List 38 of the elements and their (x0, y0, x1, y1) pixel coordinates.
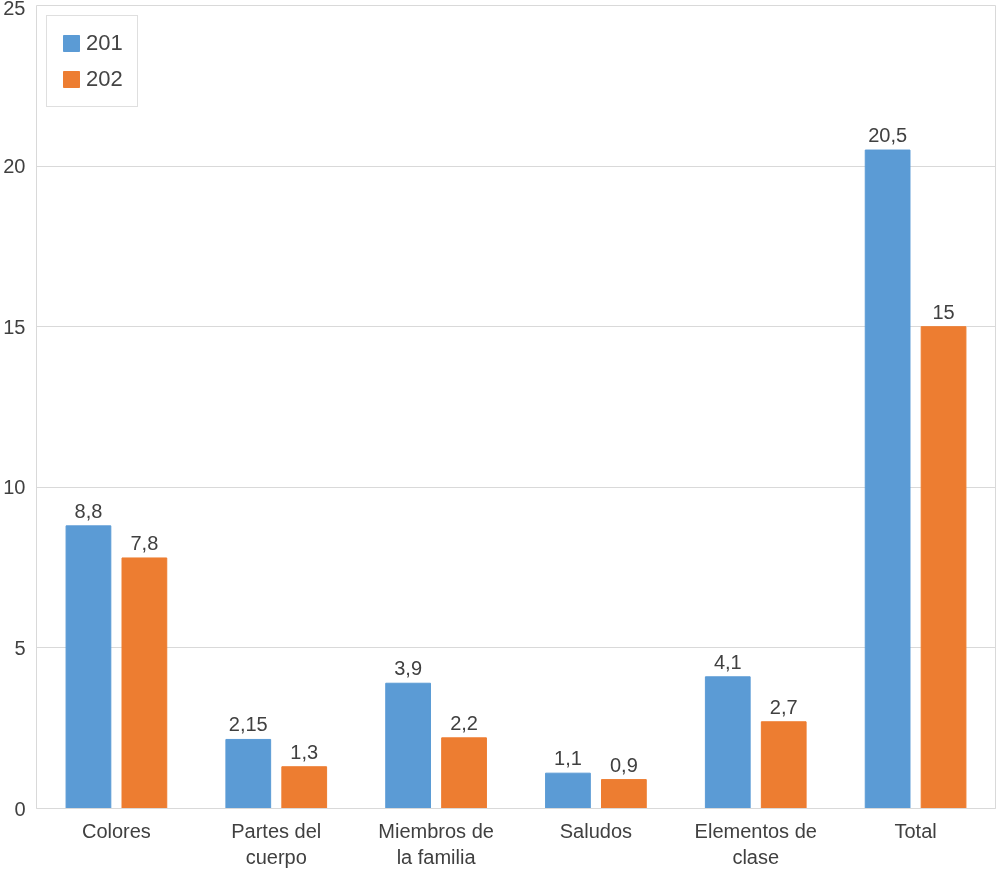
data-label: 20,5 (868, 124, 908, 147)
data-label: 1,3 (290, 740, 319, 763)
x-tick-label: Miembros de la familia (378, 819, 494, 868)
data-label: 0,9 (609, 753, 638, 776)
bar (704, 676, 751, 809)
bar (920, 326, 967, 809)
y-tick-label: 20 (3, 155, 26, 178)
x-tick-label: Elementos de clase (694, 819, 817, 868)
data-label: 4,1 (713, 650, 742, 673)
data-label: 2,7 (769, 695, 798, 718)
legend-label: 201 (86, 30, 123, 56)
bar (225, 738, 272, 809)
bar (545, 772, 591, 809)
y-tick-label: 0 (14, 797, 26, 820)
data-label: 3,9 (394, 657, 423, 680)
y-tick-label: 15 (3, 315, 26, 338)
bar (121, 557, 168, 809)
data-label: 15 (932, 300, 955, 323)
x-tick-label: Partes del cuerpo (231, 819, 322, 868)
bar (864, 149, 911, 809)
data-label: 2,15 (228, 713, 268, 736)
y-tick-label: 10 (3, 476, 26, 499)
y-tick-label: 25 (3, 0, 26, 19)
bar (385, 682, 431, 809)
bar (601, 779, 647, 809)
x-tick-label: Total (894, 819, 937, 842)
bar (281, 766, 328, 809)
legend-label: 202 (86, 66, 123, 92)
data-label: 1,1 (554, 747, 582, 770)
x-tick-label: Saludos (559, 819, 633, 842)
data-label: 2,2 (450, 711, 478, 734)
y-tick-label: 5 (14, 636, 26, 659)
bar (760, 721, 807, 809)
data-label: 8,8 (74, 499, 103, 522)
bar (441, 737, 487, 809)
data-label: 7,8 (130, 531, 159, 554)
bar (65, 525, 112, 809)
x-tick-label: Colores (81, 819, 151, 842)
